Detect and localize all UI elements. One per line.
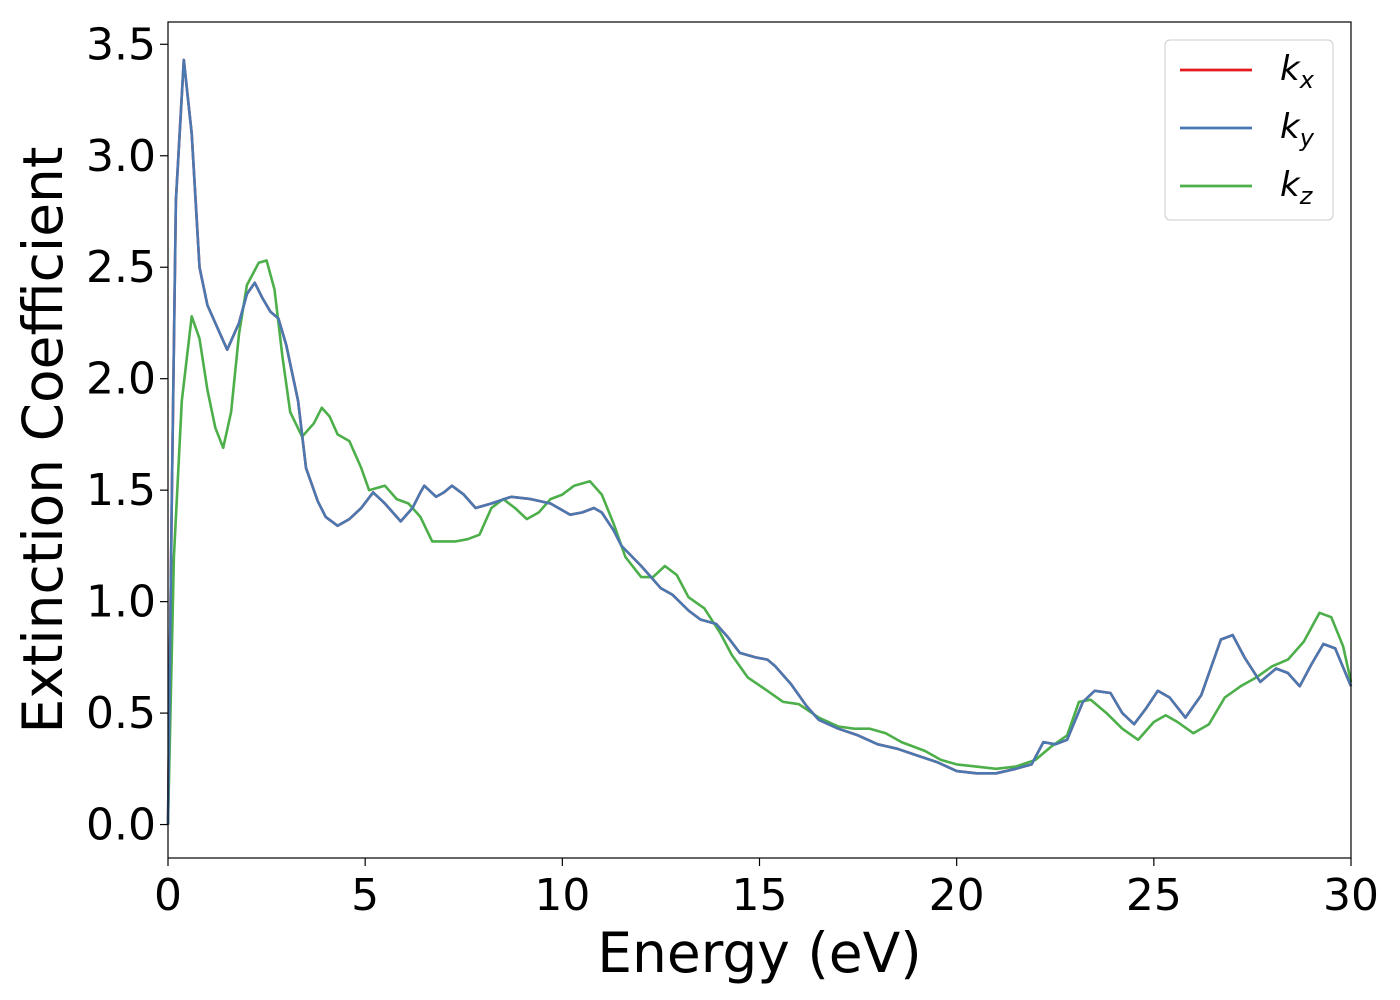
series-line-ky [166, 58, 1353, 825]
x-tick-label: 25 [1126, 870, 1182, 921]
legend-label-subscript: y [1299, 124, 1315, 152]
y-tick-label: 3.5 [86, 19, 156, 70]
legend-label: kz [1280, 165, 1314, 210]
x-tick-label: 0 [154, 870, 182, 921]
y-tick-label: 1.0 [86, 577, 156, 628]
series-line-kz [166, 259, 1353, 825]
y-tick-label: 3.0 [86, 131, 156, 182]
x-tick-label: 30 [1323, 870, 1379, 921]
legend-label: kx [1280, 49, 1315, 94]
y-tick-label: 0.5 [86, 688, 156, 739]
y-tick-label: 1.5 [86, 465, 156, 516]
y-tick-label: 2.5 [86, 242, 156, 293]
y-tick-label: 2.0 [86, 354, 156, 405]
x-tick-label: 10 [534, 870, 590, 921]
legend-label-base: k [1280, 107, 1301, 147]
legend-box [1164, 39, 1334, 221]
x-tick-label: 20 [929, 870, 985, 921]
series-layer [166, 58, 1353, 825]
legend-label-subscript: z [1299, 182, 1314, 210]
x-tick-label: 15 [732, 870, 788, 921]
ticks-layer: 0 5 10 15 20 25 30 0.0 0.5 1.0 1.5 2.0 2.5 3.0 3.5 [86, 19, 1379, 921]
legend-label: ky [1280, 107, 1315, 152]
y-tick-label: 0.0 [86, 800, 156, 851]
legend-label-base: k [1280, 49, 1301, 89]
y-axis-title: Extinction Coefficient [11, 147, 75, 734]
x-tick-label: 5 [351, 870, 379, 921]
legend-label-base: k [1280, 165, 1301, 205]
legend-label-subscript: x [1299, 66, 1315, 94]
x-axis-title: Energy (eV) [597, 921, 921, 985]
